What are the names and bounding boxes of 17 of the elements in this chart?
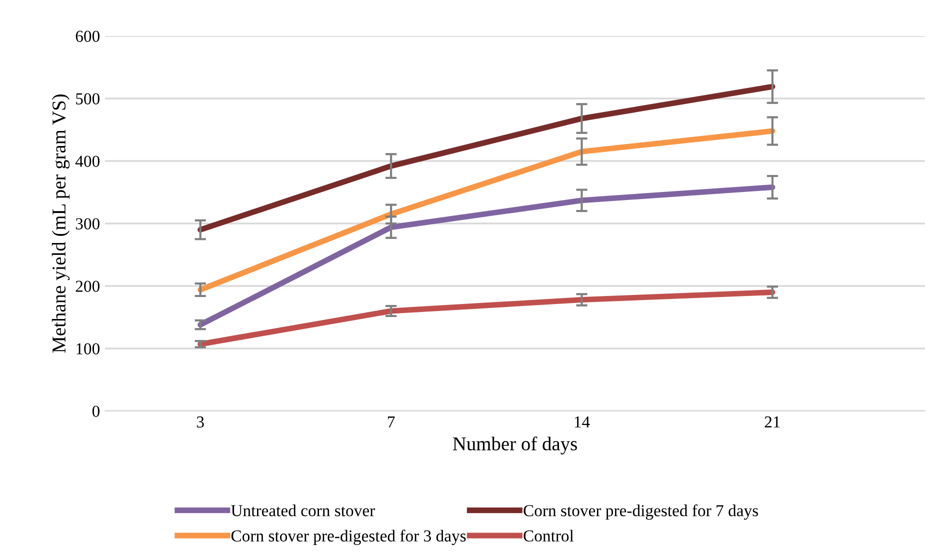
x-tick-label: 7 [388,416,395,428]
legend-label: Control [524,530,574,542]
y-tick-label: 300 [76,218,100,230]
y-tick-label: 500 [76,93,100,104]
legend-label: Corn stover pre-digested for 3 days [231,530,466,545]
y-tick-label: 200 [76,280,100,292]
y-tick-label: 400 [75,156,100,167]
x-tick-label: 14 [574,416,590,428]
y-tick-label: 600 [76,30,100,42]
x-tick-label: 3 [196,416,204,428]
x-axis-title: Number of days [452,436,577,454]
legend-label: Corn stover pre-digested for 7 days [524,504,758,520]
y-tick-label: 0 [92,406,100,417]
y-axis-title: Methane yield (mL per gram VS) [52,94,70,353]
legend-label: Untreated corn stover [231,504,375,516]
x-tick-label: 21 [764,416,780,428]
y-tick-label: 100 [76,343,100,354]
